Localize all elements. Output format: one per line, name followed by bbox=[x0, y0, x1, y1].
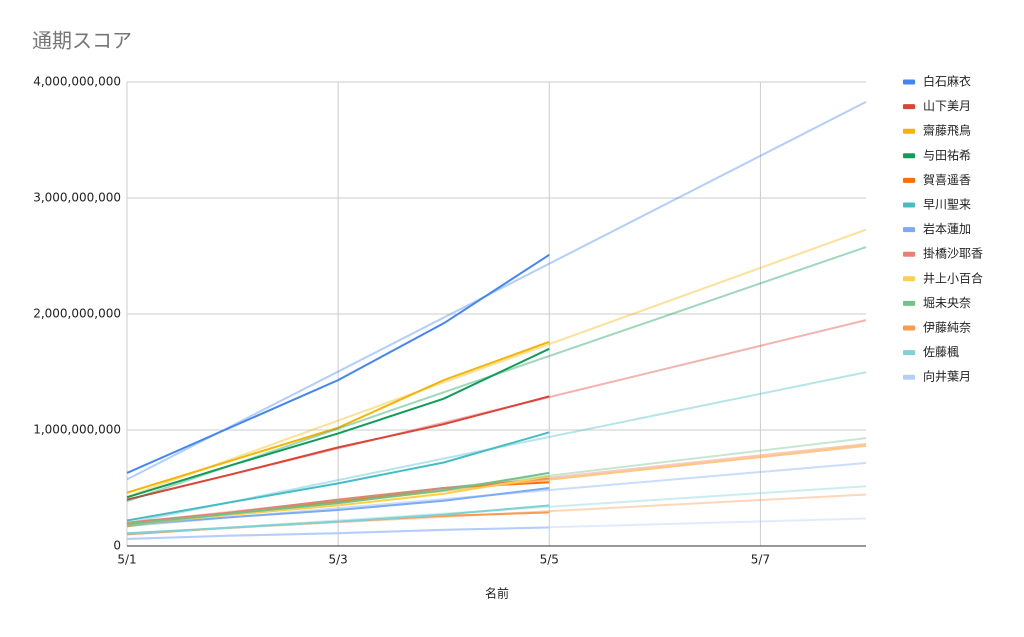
series-line bbox=[126, 395, 550, 501]
x-tick-label: 5/1 bbox=[117, 553, 136, 567]
legend-label: 井上小百合 bbox=[923, 270, 983, 285]
legend-label: 早川聖来 bbox=[923, 198, 971, 212]
y-tick-label: 1,000,000,000 bbox=[33, 423, 121, 437]
legend-swatch bbox=[903, 374, 915, 380]
legend-swatch bbox=[903, 325, 915, 331]
series-line bbox=[126, 254, 550, 474]
legend-label: 佐藤楓 bbox=[923, 344, 959, 359]
legend-swatch bbox=[903, 350, 915, 356]
x-tick-label: 5/7 bbox=[751, 553, 770, 567]
legend-label: 与田祐希 bbox=[923, 147, 971, 162]
series-line bbox=[126, 487, 550, 527]
series-line bbox=[126, 347, 550, 499]
series-line bbox=[126, 526, 550, 541]
legend-label: 白石麻衣 bbox=[923, 74, 971, 89]
legend-label: 向井葉月 bbox=[923, 369, 971, 384]
legend-swatch bbox=[903, 227, 915, 233]
legend-swatch bbox=[903, 153, 915, 159]
trendline bbox=[126, 228, 867, 498]
x-axis-label: 名前 bbox=[485, 586, 509, 601]
series-line bbox=[126, 340, 550, 494]
legend-swatch bbox=[903, 128, 915, 134]
chart-title: 通期スコア bbox=[32, 29, 132, 53]
series-line bbox=[126, 431, 550, 522]
legend-label: 齋藤飛鳥 bbox=[923, 123, 971, 138]
legend-swatch bbox=[903, 177, 915, 183]
legend-swatch bbox=[903, 202, 915, 208]
y-tick-label: 3,000,000,000 bbox=[33, 191, 121, 205]
x-tick-label: 5/3 bbox=[328, 553, 347, 567]
x-tick-label: 5/5 bbox=[540, 553, 559, 567]
y-tick-label: 2,000,000,000 bbox=[33, 307, 121, 321]
series-line bbox=[126, 471, 550, 525]
legend-label: 賀喜遥香 bbox=[923, 173, 971, 187]
y-tick-label: 0 bbox=[113, 539, 121, 553]
legend-swatch bbox=[903, 79, 915, 85]
legend-swatch bbox=[903, 300, 915, 306]
legend-swatch bbox=[903, 251, 915, 257]
legend-swatch bbox=[903, 104, 915, 110]
legend-label: 堀未央奈 bbox=[923, 295, 971, 310]
legend-label: 岩本蓮加 bbox=[923, 221, 971, 236]
legend-label: 山下美月 bbox=[923, 99, 971, 113]
legend-swatch bbox=[903, 276, 915, 282]
legend-label: 掛橋沙耶香 bbox=[923, 246, 983, 261]
y-tick-label: 4,000,000,000 bbox=[33, 75, 121, 89]
trendline bbox=[126, 100, 867, 481]
legend-label: 伊藤純奈 bbox=[923, 321, 971, 335]
series-line bbox=[126, 504, 550, 535]
